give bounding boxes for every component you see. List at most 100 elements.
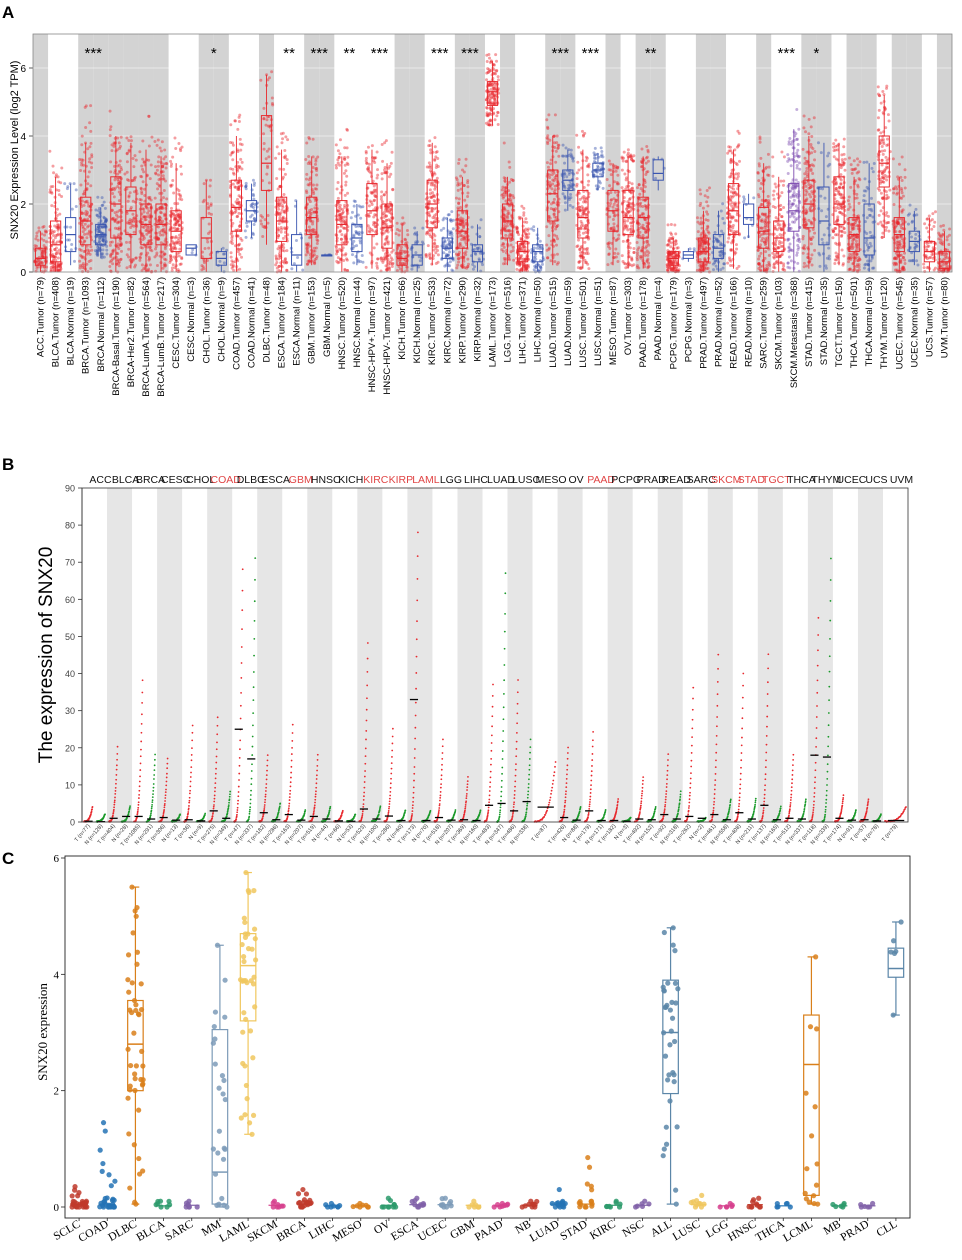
panel-a-point [162, 263, 166, 267]
panel-a-point [314, 246, 318, 250]
panel-a-point [728, 220, 732, 224]
panel-a-point [111, 217, 115, 221]
panel-a-point [278, 252, 282, 256]
panel-a-point [343, 234, 347, 238]
panel-a-point [727, 236, 731, 240]
panel-a-point [442, 226, 446, 230]
panel-a-point [51, 255, 55, 259]
panel-a-point [707, 231, 711, 235]
panel-a-point [180, 257, 184, 261]
panel-a-point [580, 208, 584, 212]
panel-a-point [104, 220, 108, 224]
panel-a-point [448, 218, 452, 222]
panel-a-point [583, 226, 587, 230]
panel-a-point [232, 172, 236, 176]
panel-a-point [343, 146, 347, 150]
panel-a-point [236, 127, 240, 131]
panel-a-point [262, 106, 266, 110]
panel-a-point [147, 228, 151, 232]
panel-a-point [487, 98, 491, 102]
panel-a-point [277, 257, 281, 261]
panel-a-point [375, 242, 379, 246]
panel-a-point [575, 182, 579, 186]
panel-a-point [245, 224, 249, 228]
panel-a-point [699, 251, 703, 255]
panel-a-point [281, 217, 285, 221]
panel-a-point [338, 163, 342, 167]
panel-a-point [429, 195, 433, 199]
panel-a-grey-band [319, 34, 335, 272]
panel-a-point [280, 198, 284, 202]
panel-a-point [174, 223, 178, 227]
panel-a-point [145, 232, 149, 236]
panel-a-point [142, 215, 146, 219]
panel-a-point [774, 185, 778, 189]
panel-a-point [101, 238, 105, 242]
panel-a-point [489, 95, 493, 99]
panel-a-point [155, 168, 159, 172]
panel-a-point [576, 266, 580, 270]
panel-a-point [101, 239, 105, 243]
panel-a-point [696, 230, 700, 234]
panel-a-point [35, 244, 39, 248]
panel-a-point [35, 231, 39, 235]
panel-a-grey-band [93, 34, 109, 272]
panel-a-point [577, 260, 581, 264]
panel-a-point [102, 240, 106, 244]
panel-a-x-tick-label: KIRP.Normal (n=32) [472, 277, 483, 362]
panel-a-point [721, 217, 725, 221]
panel-a-point [509, 243, 513, 247]
panel-a-point [102, 237, 106, 241]
panel-a-point [56, 175, 60, 179]
panel-a-point [98, 230, 102, 234]
panel-a-point [668, 259, 672, 263]
panel-a-point [743, 236, 747, 240]
panel-a-point [731, 223, 735, 227]
panel-a-point [612, 197, 616, 201]
panel-a-point [275, 266, 279, 270]
panel-a-grey-band [33, 34, 49, 272]
panel-a-point [496, 78, 500, 82]
panel-a-point [57, 226, 61, 230]
panel-a-point [83, 105, 87, 109]
panel-a-point [525, 267, 529, 271]
panel-a-point [58, 262, 62, 266]
panel-a-point [80, 158, 84, 162]
panel-a-point [370, 191, 374, 195]
panel-a-point [722, 221, 726, 225]
panel-a-point [701, 206, 705, 210]
panel-a-point [101, 248, 105, 252]
panel-a-point [85, 186, 89, 190]
panel-a-point [350, 253, 354, 257]
panel-a-point [375, 150, 379, 154]
panel-a-point [54, 252, 58, 256]
panel-a-point [629, 231, 633, 235]
panel-a-point [395, 221, 399, 225]
panel-a-point [109, 255, 113, 259]
panel-a-point [207, 211, 211, 215]
panel-a-point [231, 221, 235, 225]
panel-a-point [471, 263, 475, 267]
panel-a-point [496, 110, 500, 114]
panel-a-box [49, 220, 62, 263]
panel-a-point [36, 265, 40, 269]
panel-a-point [43, 233, 47, 237]
panel-a-point [389, 161, 393, 165]
panel-a-point [117, 226, 121, 230]
panel-a-point [368, 230, 372, 234]
panel-a-point [178, 147, 182, 151]
panel-a-point [599, 172, 603, 176]
panel-a-point [233, 119, 237, 123]
panel-a-point [795, 163, 799, 167]
panel-a-point [782, 179, 786, 183]
panel-a-point [615, 182, 619, 186]
panel-a-point [450, 210, 454, 214]
panel-a-point [525, 236, 529, 240]
panel-a-point [551, 200, 555, 204]
panel-a-point [623, 224, 627, 228]
panel-a-point [284, 135, 288, 139]
panel-a-point [624, 212, 628, 216]
panel-a-point [73, 259, 77, 263]
panel-a-point [141, 167, 145, 171]
panel-a-point [63, 182, 67, 186]
